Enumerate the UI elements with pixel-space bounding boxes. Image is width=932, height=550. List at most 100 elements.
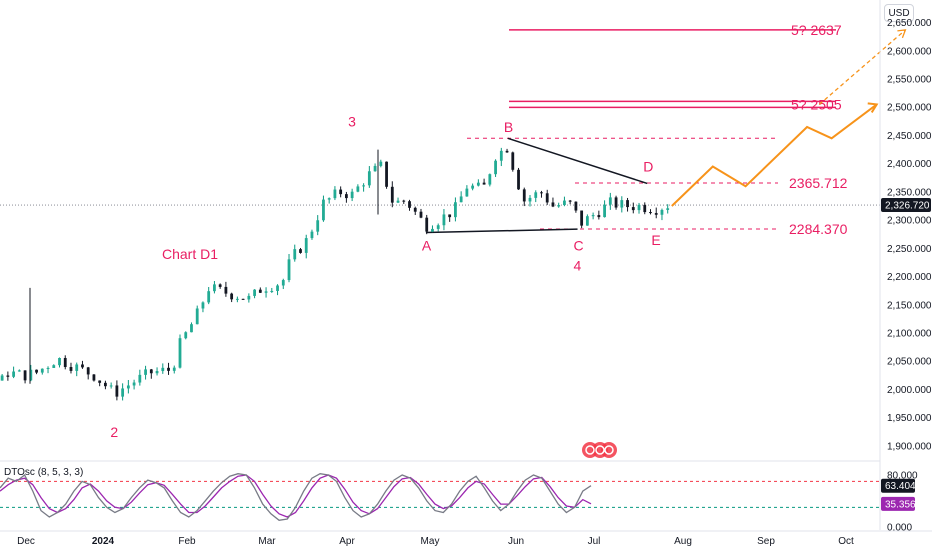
candle[interactable] [17,369,21,372]
candle[interactable] [390,181,394,208]
candle[interactable] [643,202,647,215]
candle[interactable] [563,196,566,207]
candle[interactable] [155,367,159,376]
candle[interactable] [637,202,641,214]
candle[interactable] [511,151,515,172]
candle[interactable] [362,183,366,192]
candle[interactable] [649,209,652,215]
candle[interactable] [224,281,228,297]
projection-dashed-line[interactable] [818,29,906,105]
candle[interactable] [459,191,463,203]
candle[interactable] [0,374,4,381]
oscillator-main-line[interactable] [0,473,592,521]
candle[interactable] [287,253,291,283]
candle[interactable] [58,357,61,368]
candle[interactable] [310,229,314,240]
candle[interactable] [104,380,107,390]
candle[interactable] [81,360,84,369]
candle[interactable] [293,244,297,262]
candle[interactable] [534,190,538,203]
candle[interactable] [442,209,446,231]
candle[interactable] [660,208,664,221]
candle[interactable] [339,186,343,198]
candle[interactable] [241,298,245,300]
candle[interactable] [75,362,79,377]
candle[interactable] [230,292,234,303]
candle[interactable] [149,368,153,379]
candle[interactable] [218,283,222,289]
currency-button[interactable]: USD [884,4,914,22]
candle[interactable] [316,215,320,236]
candle[interactable] [115,380,119,401]
candle[interactable] [69,362,73,374]
candle[interactable] [86,366,90,380]
candle[interactable] [23,370,27,384]
candle[interactable] [161,363,165,374]
candle[interactable] [666,204,670,214]
candle[interactable] [264,287,268,298]
candle[interactable] [396,197,400,203]
candle[interactable] [356,184,360,193]
candle[interactable] [235,296,239,303]
candle[interactable] [505,148,509,153]
candle[interactable] [52,364,56,368]
candle[interactable] [201,301,205,313]
candle[interactable] [276,284,279,296]
candle[interactable] [465,185,469,197]
candle[interactable] [614,195,618,210]
candle[interactable] [299,247,302,254]
candle[interactable] [92,374,96,382]
candle[interactable] [167,362,170,375]
candle[interactable] [63,355,67,370]
candle[interactable] [258,287,262,293]
triangle-line[interactable] [507,137,648,185]
candle[interactable] [454,197,457,222]
candle[interactable] [597,210,601,220]
candle[interactable] [436,223,440,232]
candle[interactable] [431,225,434,233]
candle[interactable] [482,178,486,185]
candle[interactable] [29,364,33,382]
candle[interactable] [408,199,411,211]
candle[interactable] [132,379,136,390]
candle[interactable] [626,197,629,212]
candle[interactable] [528,194,532,207]
candle[interactable] [281,278,285,290]
candle[interactable] [327,197,331,204]
candle[interactable] [373,163,377,172]
candle[interactable] [385,161,388,189]
candle[interactable] [138,369,142,386]
candle[interactable] [350,188,354,202]
candle[interactable] [517,167,520,190]
projection-line[interactable] [671,103,878,207]
candle[interactable] [499,147,503,167]
candle[interactable] [568,199,572,205]
candle[interactable] [494,159,497,177]
candle[interactable] [333,186,337,201]
candle[interactable] [585,214,589,226]
candle[interactable] [6,371,10,381]
candle[interactable] [144,365,147,380]
candle[interactable] [574,201,578,213]
candle[interactable] [322,195,325,222]
oscillator-signal-line[interactable] [0,474,592,518]
candle[interactable] [545,189,549,205]
candle[interactable] [603,200,606,218]
candle[interactable] [190,322,193,333]
candle[interactable] [591,212,595,220]
candle[interactable] [207,286,211,305]
candle[interactable] [109,382,113,389]
candle[interactable] [270,287,274,293]
candle[interactable] [413,206,417,216]
candle[interactable] [304,234,308,259]
candle[interactable] [425,214,429,235]
candle[interactable] [178,334,182,369]
candle[interactable] [488,173,492,187]
candle[interactable] [184,331,188,340]
candle[interactable] [608,192,612,210]
candle[interactable] [40,368,44,375]
candle[interactable] [379,159,383,168]
candle[interactable] [253,289,256,299]
candle[interactable] [540,190,543,198]
candle[interactable] [98,380,102,387]
